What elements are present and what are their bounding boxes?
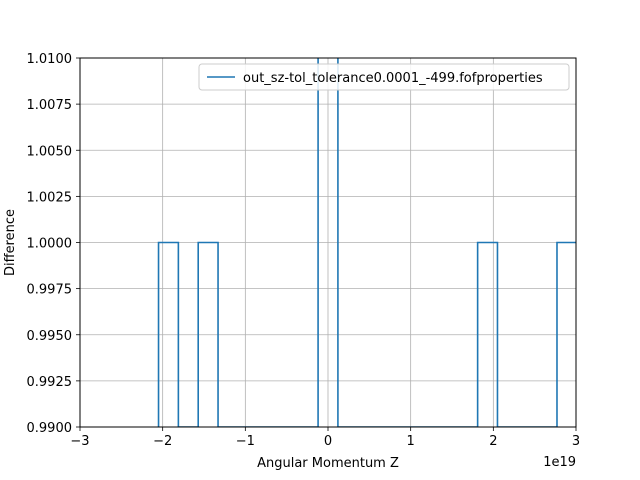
legend-box	[198, 63, 570, 91]
y-tick-label: 1.0075	[27, 98, 73, 113]
y-tick-label: 1.0050	[27, 144, 73, 159]
x-offset-label: 1e19	[543, 455, 576, 470]
y-tick-label: 0.9950	[27, 329, 73, 344]
y-tick-label: 1.0025	[27, 190, 73, 205]
x-tick-label: −1	[236, 434, 255, 449]
x-axis-label: Angular Momentum Z	[257, 456, 399, 471]
legend: out_sz-tol_tolerance0.0001_-499.fofprope…	[198, 63, 570, 91]
x-tick-label: 3	[572, 434, 580, 449]
ticks: −3 −2 −1 0 1 2 3 0.9900 0.9925 0.9950 0.9975 1.0000…	[27, 52, 581, 449]
y-tick-label: 0.9975	[27, 283, 73, 298]
x-tick-label: −3	[70, 434, 89, 449]
y-axis-label: Difference	[3, 209, 18, 276]
y-tick-label: 0.9925	[27, 375, 73, 390]
x-tick-label: 2	[489, 434, 497, 449]
x-tick-label: −2	[153, 434, 172, 449]
x-tick-label: 0	[324, 434, 332, 449]
y-tick-label: 1.0100	[27, 52, 73, 67]
y-tick-label: 0.9900	[27, 421, 73, 436]
y-tick-label: 1.0000	[27, 237, 73, 252]
x-tick-label: 1	[407, 434, 415, 449]
legend-entry: out_sz-tol_tolerance0.0001_-499.fofprope…	[243, 71, 543, 86]
